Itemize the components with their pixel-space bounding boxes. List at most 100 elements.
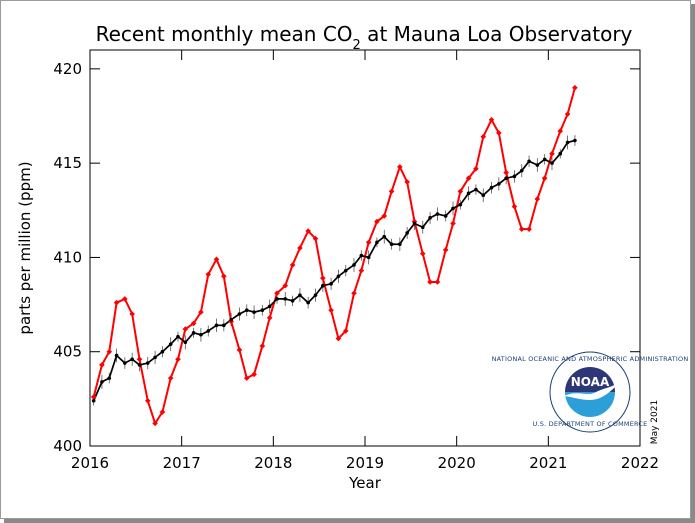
date-label: May 2021 bbox=[650, 400, 660, 444]
observed-point bbox=[274, 290, 280, 297]
observed-point bbox=[259, 343, 266, 349]
observed-point bbox=[511, 203, 518, 210]
observed-point bbox=[541, 175, 548, 182]
trend-point bbox=[244, 308, 249, 313]
trend-point bbox=[420, 225, 425, 230]
trend-point bbox=[565, 140, 570, 145]
observed-point bbox=[526, 226, 532, 232]
trend-point bbox=[222, 323, 226, 328]
trend-point bbox=[260, 308, 265, 313]
observed-point bbox=[388, 188, 395, 195]
observed-point bbox=[564, 111, 571, 117]
observed-point bbox=[159, 409, 166, 415]
trend-point bbox=[290, 299, 295, 303]
trend-point bbox=[343, 268, 348, 273]
observed-point bbox=[328, 307, 334, 314]
observed-point bbox=[518, 226, 525, 232]
trend-point bbox=[519, 168, 524, 173]
chart-title-subscript: 2 bbox=[353, 38, 361, 53]
observed-point bbox=[190, 320, 197, 327]
observed-monthly-line bbox=[92, 87, 576, 425]
trend-point bbox=[176, 334, 180, 339]
observed-point bbox=[136, 356, 143, 363]
logo-bottom-text: U.S. DEPARTMENT OF COMMERCE bbox=[533, 420, 648, 428]
trend-point bbox=[206, 329, 211, 333]
trend-point bbox=[481, 193, 486, 197]
observed-point bbox=[342, 328, 349, 334]
observed-point bbox=[365, 239, 372, 246]
observed-point bbox=[473, 166, 479, 172]
trend-point bbox=[191, 331, 196, 335]
observed-point bbox=[297, 245, 303, 251]
observed-point bbox=[503, 169, 509, 176]
trend-point bbox=[389, 242, 394, 247]
trend-point bbox=[107, 376, 112, 380]
observed-point bbox=[175, 356, 181, 363]
observed-point bbox=[198, 309, 204, 315]
chart-title: Recent monthly mean CO2 at Mauna Loa Obs… bbox=[96, 22, 633, 53]
y-axis: 400 405 410 415 420 bbox=[53, 60, 640, 455]
observed-point bbox=[152, 420, 158, 427]
observed-point bbox=[221, 273, 227, 280]
x-tick-label-2019: 2019 bbox=[346, 454, 384, 472]
observed-point bbox=[419, 250, 426, 257]
observed-point bbox=[282, 282, 289, 289]
observed-point bbox=[534, 196, 541, 202]
y-tick-label-420: 420 bbox=[53, 60, 82, 78]
trend-point bbox=[298, 293, 302, 297]
observed-point bbox=[106, 348, 113, 355]
trend-point bbox=[504, 176, 508, 181]
trend-point bbox=[229, 317, 233, 322]
trend-point bbox=[375, 240, 379, 245]
trend-point bbox=[306, 300, 310, 305]
trend-point bbox=[114, 353, 119, 358]
observed-point bbox=[167, 375, 174, 381]
trend-point bbox=[91, 398, 96, 403]
observed-point bbox=[351, 290, 357, 297]
trend-point bbox=[183, 340, 188, 345]
y-tick-label-415: 415 bbox=[53, 154, 82, 172]
observed-point bbox=[404, 179, 410, 185]
x-tick-label-2022: 2022 bbox=[621, 454, 659, 472]
trend-point bbox=[313, 293, 318, 297]
observed-point bbox=[335, 335, 342, 342]
observed-point bbox=[557, 128, 564, 134]
trend-point bbox=[497, 182, 501, 186]
observed-point bbox=[113, 299, 120, 306]
trend-point bbox=[451, 206, 455, 211]
trend-point bbox=[267, 304, 272, 309]
observed-point bbox=[144, 397, 151, 404]
trend-point bbox=[214, 323, 219, 328]
trend-point bbox=[145, 361, 150, 365]
deseasonalized-trend-line bbox=[92, 139, 576, 402]
trend-point bbox=[405, 231, 409, 235]
trend-point bbox=[130, 357, 134, 362]
observed-point bbox=[572, 84, 578, 91]
trend-point bbox=[443, 214, 448, 218]
series-layer bbox=[90, 84, 578, 427]
y-axis-label: parts per million (ppm) bbox=[16, 161, 34, 334]
observed-point bbox=[442, 247, 449, 253]
x-tick-label-2017: 2017 bbox=[163, 454, 201, 472]
trend-point bbox=[199, 332, 203, 337]
trend-point bbox=[366, 255, 371, 260]
observed-point bbox=[90, 394, 97, 400]
observed-point bbox=[496, 130, 502, 136]
trend-point bbox=[123, 361, 127, 365]
trend-point bbox=[458, 202, 463, 207]
logo-wordmark: NOAA bbox=[571, 375, 610, 389]
trend-point bbox=[535, 163, 540, 167]
observed-point bbox=[289, 262, 296, 268]
chart-title-main: Recent monthly mean CO bbox=[96, 22, 353, 46]
observed-point bbox=[205, 271, 212, 278]
observed-point bbox=[457, 188, 464, 195]
trend-point bbox=[336, 274, 341, 279]
trend-point bbox=[153, 355, 157, 360]
observed-point bbox=[213, 256, 220, 263]
observed-point bbox=[122, 296, 128, 302]
trend-point bbox=[489, 185, 494, 190]
logo-circle-text: NATIONAL OCEANIC AND ATMOSPHERIC ADMINIS… bbox=[492, 355, 689, 363]
observed-point bbox=[397, 164, 403, 170]
x-tick-label-2021: 2021 bbox=[529, 454, 567, 472]
observed-point bbox=[488, 116, 495, 123]
